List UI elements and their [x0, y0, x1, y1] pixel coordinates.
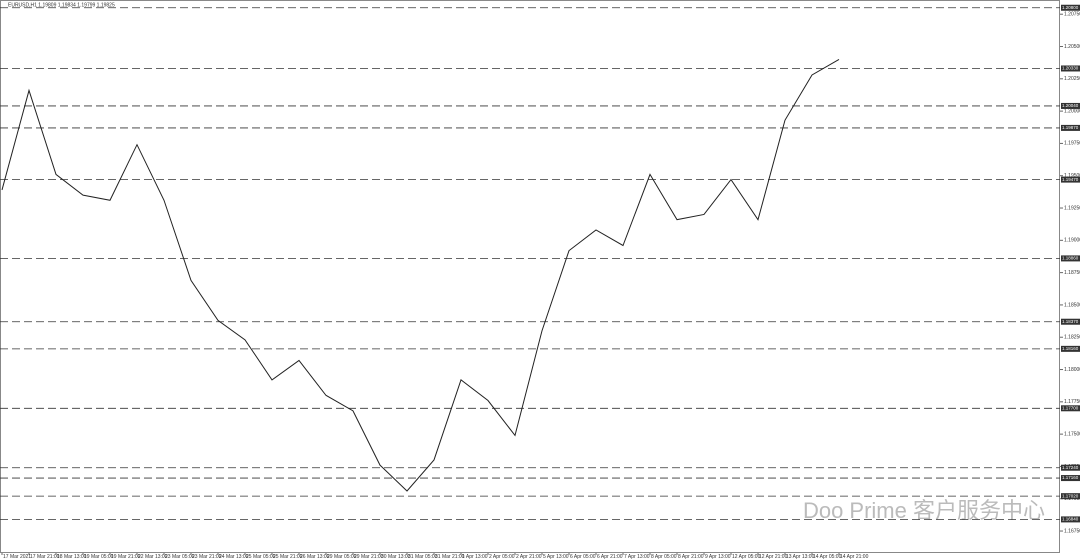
- x-tick-label: 12 Apr 21:00: [759, 554, 788, 559]
- x-tick-label: 23 Mar 05:00: [165, 554, 195, 559]
- x-tick-label: 26 Mar 13:00: [300, 554, 330, 559]
- x-tick-label: 8 Apr 21:00: [678, 554, 704, 559]
- x-tick-label: 22 Mar 13:00: [138, 554, 168, 559]
- level-label: 1.17700: [1062, 405, 1079, 410]
- x-tick-label: 7 Apr 13:00: [624, 554, 650, 559]
- level-tag: [1061, 345, 1080, 352]
- watermark: Doo Prime 客户服务中心: [803, 498, 1045, 523]
- y-tick-label: 1.20250: [1064, 76, 1080, 82]
- y-tick-label: 1.19250: [1064, 205, 1080, 211]
- level-tag: [1061, 493, 1080, 500]
- x-tick-label: 31 Mar 21:00: [435, 554, 465, 559]
- level-label: 1.16840: [1062, 517, 1079, 522]
- level-label: 1.20040: [1062, 103, 1079, 108]
- x-tick-label: 25 Mar 05:00: [246, 554, 276, 559]
- x-tick-label: 9 Apr 13:00: [705, 554, 731, 559]
- y-tick-label: 1.19000: [1064, 238, 1080, 244]
- x-tick-label: 17 Mar 2021: [3, 554, 31, 559]
- y-tick-label: 1.18500: [1064, 302, 1080, 308]
- x-tick-label: 29 Mar 05:00: [327, 554, 357, 559]
- y-tick-label: 1.20500: [1064, 44, 1080, 50]
- level-label: 1.17020: [1062, 493, 1079, 498]
- level-label: 1.19470: [1062, 177, 1079, 182]
- x-tick-label: 17 Mar 21:00: [30, 554, 60, 559]
- y-tick-label: 1.18250: [1064, 335, 1080, 341]
- y-tick-label: 1.16750: [1064, 528, 1080, 534]
- level-label: 1.18370: [1062, 319, 1079, 324]
- level-label: 1.19870: [1062, 125, 1079, 130]
- x-tick-label: 1 Apr 13:00: [462, 554, 488, 559]
- x-tick-label: 5 Apr 13:00: [543, 554, 569, 559]
- x-tick-label: 14 Apr 21:00: [840, 554, 869, 559]
- x-tick-label: 25 Mar 21:00: [273, 554, 303, 559]
- level-tag: [1061, 65, 1080, 72]
- y-tick-label: 1.19750: [1064, 141, 1080, 147]
- x-tick-label: 18 Mar 13:00: [57, 554, 87, 559]
- level-tag: [1061, 176, 1080, 183]
- y-tick-label: 1.17500: [1064, 431, 1080, 437]
- x-tick-label: 31 Mar 05:00: [408, 554, 438, 559]
- y-tick-label: 1.20000: [1064, 108, 1080, 114]
- level-label: 1.18860: [1062, 256, 1079, 261]
- y-tick-label: 1.20750: [1064, 12, 1080, 18]
- x-tick-label: 8 Apr 05:00: [651, 554, 677, 559]
- level-tag: [1061, 124, 1080, 131]
- x-tick-label: 2 Apr 05:00: [489, 554, 515, 559]
- x-tick-label: 30 Mar 13:00: [381, 554, 411, 559]
- x-tick-label: 19 Mar 05:00: [84, 554, 114, 559]
- level-tag: [1061, 102, 1080, 109]
- x-tick-label: 6 Apr 21:00: [597, 554, 623, 559]
- plot-frame: [0, 0, 1060, 553]
- x-tick-label: 29 Mar 21:00: [354, 554, 384, 559]
- x-tick-label: 2 Apr 21:00: [516, 554, 542, 559]
- x-tick-label: 6 Apr 05:00: [570, 554, 596, 559]
- level-tag: [1061, 516, 1080, 523]
- y-tick-label: 1.18750: [1064, 270, 1080, 276]
- y-tick-label: 1.18000: [1064, 367, 1080, 373]
- y-tick-label: 1.17750: [1064, 399, 1080, 405]
- x-tick-label: 24 Mar 13:00: [219, 554, 249, 559]
- level-label: 1.18160: [1062, 346, 1079, 351]
- level-label: 1.20330: [1062, 66, 1079, 71]
- level-tag: [1061, 318, 1080, 325]
- level-tag: [1061, 405, 1080, 412]
- level-tag: [1061, 255, 1080, 262]
- x-tick-label: 14 Apr 05:00: [813, 554, 842, 559]
- price-line: [1, 59, 840, 492]
- x-tick-label: 19 Mar 21:00: [111, 554, 141, 559]
- y-tick-label: 1.19500: [1064, 173, 1080, 179]
- level-label: 1.17160: [1062, 475, 1079, 480]
- x-tick-label: 12 Apr 05:00: [732, 554, 761, 559]
- x-tick-label: 13 Apr 13:00: [786, 554, 815, 559]
- level-tag: [1061, 464, 1080, 471]
- level-tag: [1061, 4, 1080, 11]
- level-label: 1.20800: [1062, 5, 1079, 10]
- chart-header: EURUSD,H1 1.19809 1.19834 1.19799 1.1982…: [8, 2, 115, 8]
- level-tag: [1061, 475, 1080, 482]
- x-tick-label: 23 Mar 21:00: [192, 554, 222, 559]
- level-label: 1.17240: [1062, 465, 1079, 470]
